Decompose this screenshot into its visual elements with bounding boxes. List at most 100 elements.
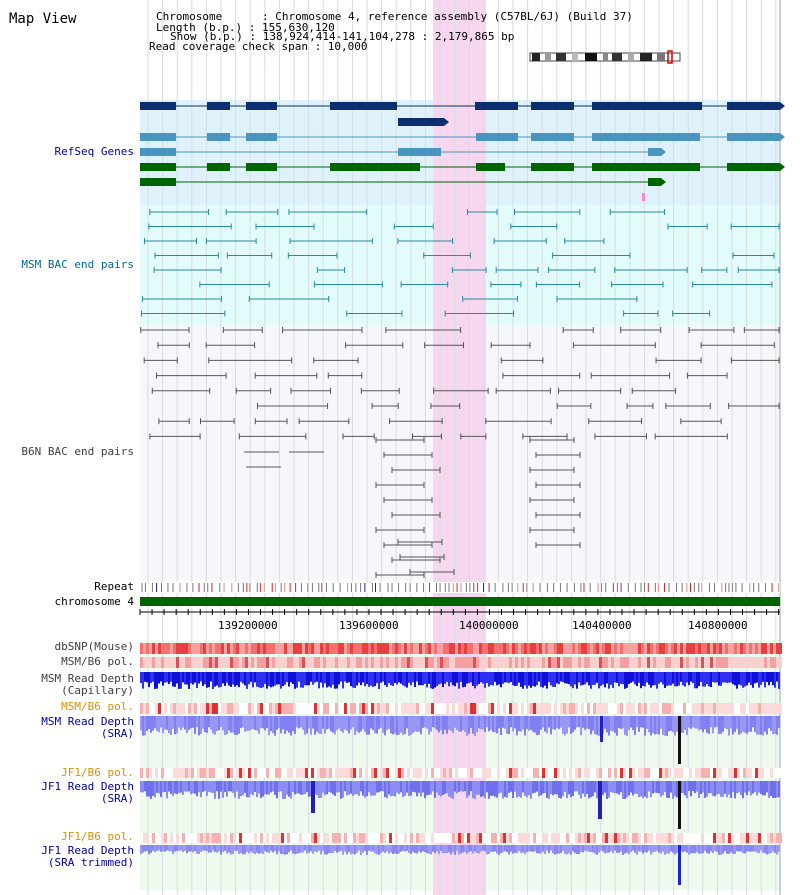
track-label-msm-depth-sra[interactable]: MSM Read Depth xyxy=(41,715,134,728)
heat-cell xyxy=(614,768,617,778)
heat-cell xyxy=(680,657,683,668)
heat-cell xyxy=(581,768,584,778)
heat-cell xyxy=(347,703,350,714)
depth-bar xyxy=(656,781,658,793)
track-label-msm-b6-pol[interactable]: MSM/B6 pol. xyxy=(61,655,134,668)
heat-cell xyxy=(323,643,326,654)
track-label-msm-bac[interactable]: MSM BAC end pairs xyxy=(21,258,134,271)
heat-cell xyxy=(671,657,674,668)
depth-spike xyxy=(311,781,315,813)
depth-bar xyxy=(652,781,654,794)
depth-bar xyxy=(648,672,650,685)
heat-cell xyxy=(311,703,314,714)
depth-bar xyxy=(550,672,552,686)
heat-cell xyxy=(704,833,707,843)
heat-cell xyxy=(320,833,323,843)
depth-bar xyxy=(672,672,674,684)
depth-bar xyxy=(172,781,174,797)
heat-cell xyxy=(284,643,287,654)
gene-exon xyxy=(727,102,780,110)
heat-cell xyxy=(329,703,332,714)
heat-cell xyxy=(545,768,548,778)
depth-bar xyxy=(192,716,194,728)
length-line: Length (b.p.) : 155,630,120 xyxy=(156,21,335,34)
track-label-msm-b6-pol-2[interactable]: MSM/B6 pol. xyxy=(61,700,134,713)
depth-bar xyxy=(704,716,706,730)
track-label-dbsnp[interactable]: dbSNP(Mouse) xyxy=(54,640,134,653)
track-label-jf1-depth-sra[interactable]: JF1 Read Depth xyxy=(41,780,134,793)
depth-bar xyxy=(742,845,744,854)
heat-cell xyxy=(764,703,767,714)
depth-bar xyxy=(272,781,274,792)
depth-bar xyxy=(154,672,156,689)
heat-cell xyxy=(149,643,152,654)
heat-cell xyxy=(737,768,740,778)
heat-cell xyxy=(572,643,575,654)
heat-cell xyxy=(155,657,158,668)
depth-bar xyxy=(714,672,716,683)
gene-mark xyxy=(642,193,645,201)
depth-bar xyxy=(334,716,336,735)
depth-bar xyxy=(538,672,540,682)
depth-bar xyxy=(150,781,152,799)
heat-cell xyxy=(761,657,764,668)
heat-cell xyxy=(653,703,656,714)
depth-bar xyxy=(682,781,684,794)
heat-cell xyxy=(755,643,758,654)
depth-bar xyxy=(408,672,410,683)
heat-cell xyxy=(398,643,401,654)
depth-bar xyxy=(180,781,182,793)
depth-bar xyxy=(776,672,778,682)
heat-cell xyxy=(158,833,161,843)
track-label-b6n-bac[interactable]: B6N BAC end pairs xyxy=(21,445,134,458)
track-label-refseq[interactable]: RefSeq Genes xyxy=(54,145,134,158)
depth-bar xyxy=(252,716,254,729)
depth-bar xyxy=(628,781,630,796)
heat-cell xyxy=(674,643,677,654)
depth-bar xyxy=(688,845,690,855)
heat-cell xyxy=(665,768,668,778)
depth-bar xyxy=(554,781,556,795)
heat-cell xyxy=(503,833,506,843)
depth-bar xyxy=(750,845,752,852)
depth-bar xyxy=(732,716,734,735)
depth-bar xyxy=(730,716,732,729)
depth-bar xyxy=(294,716,296,735)
depth-bar xyxy=(496,716,498,734)
heat-cell xyxy=(677,768,680,778)
depth-bar xyxy=(498,845,500,855)
heat-cell xyxy=(317,833,320,843)
depth-spike xyxy=(678,781,681,829)
depth-bar xyxy=(394,672,396,683)
heat-cell xyxy=(164,643,167,654)
heat-cell xyxy=(215,833,218,843)
depth-bar xyxy=(510,672,512,683)
heat-cell xyxy=(470,643,473,654)
depth-bar xyxy=(190,781,192,795)
track-label-jf1-pol[interactable]: JF1/B6 pol. xyxy=(61,766,134,779)
heat-cell xyxy=(767,643,770,654)
depth-bar xyxy=(746,672,748,686)
depth-bar xyxy=(218,716,220,731)
heat-cell xyxy=(263,657,266,668)
heat-cell xyxy=(596,643,599,654)
depth-bar xyxy=(458,716,460,732)
depth-bar xyxy=(476,716,478,733)
heat-cell xyxy=(407,657,410,668)
depth-bar xyxy=(276,716,278,730)
depth-bar xyxy=(368,845,370,851)
heat-cell xyxy=(272,643,275,654)
depth-bar xyxy=(606,672,608,684)
depth-bar xyxy=(536,845,538,854)
depth-bar xyxy=(146,781,148,797)
track-label-jf1-pol-2[interactable]: JF1/B6 pol. xyxy=(61,830,134,843)
track-label-jf1-depth-trim[interactable]: JF1 Read Depth xyxy=(41,844,134,857)
depth-bar xyxy=(772,781,774,798)
depth-bar xyxy=(240,716,242,728)
depth-bar xyxy=(686,845,688,853)
heat-cell xyxy=(416,833,419,843)
heat-cell xyxy=(374,657,377,668)
track-label-msm-depth-cap[interactable]: MSM Read Depth xyxy=(41,672,134,685)
depth-bar xyxy=(342,845,344,855)
